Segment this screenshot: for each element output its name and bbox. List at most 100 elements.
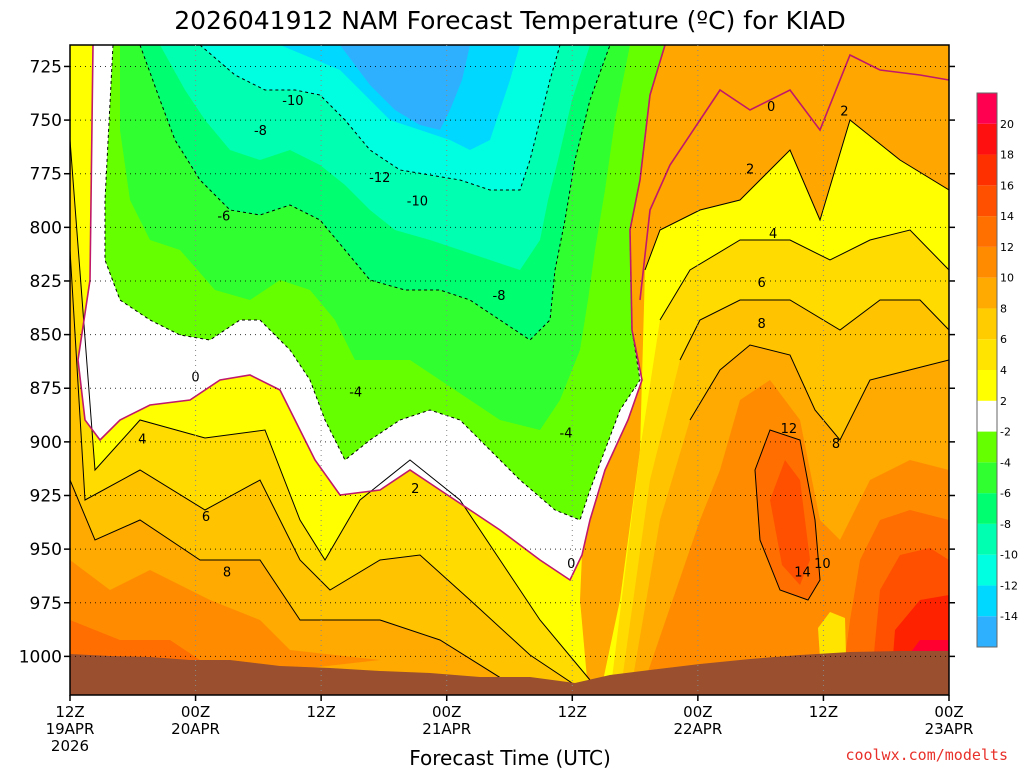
x-tick-label: 12Z xyxy=(306,703,335,721)
y-tick-label: 925 xyxy=(30,486,62,506)
colorbar-swatch xyxy=(977,616,997,647)
colorbar-swatch xyxy=(977,246,997,278)
colorbar-swatch xyxy=(977,123,997,155)
colorbar-swatch xyxy=(977,185,997,217)
y-tick-label: 775 xyxy=(30,165,62,185)
region-below-minus14 xyxy=(340,45,470,130)
colorbar-swatch xyxy=(977,554,997,586)
contour-label: 4 xyxy=(138,433,146,448)
colorbar-tick-label: 14 xyxy=(1000,210,1014,223)
contour-label: 2 xyxy=(411,482,419,497)
ground-terrain xyxy=(70,651,949,695)
colorbar-tick-label: 6 xyxy=(1000,333,1007,346)
contour-label: 0 xyxy=(567,557,575,572)
x-tick-label: 12Z xyxy=(809,703,838,721)
contour-label: 8 xyxy=(832,437,840,452)
contour-label: -12 xyxy=(369,171,390,186)
x-tick-label: 00Z xyxy=(934,703,963,721)
colorbar-swatch xyxy=(977,308,997,340)
contour-label: 0 xyxy=(767,100,775,115)
plot-frame xyxy=(69,44,950,696)
contour-lines xyxy=(70,45,949,695)
colorbar-swatch xyxy=(977,585,997,617)
colorbar-tick-label: 20 xyxy=(1000,118,1014,131)
x-tick-label: 20APR xyxy=(171,720,220,738)
colorbar-tick-label: -2 xyxy=(1000,426,1011,439)
contour-label: -10 xyxy=(407,195,428,210)
x-tick-label: 2026 xyxy=(51,737,89,755)
contour-label: 4 xyxy=(769,227,777,242)
colorbar-swatch xyxy=(977,431,997,463)
y-tick-label: 825 xyxy=(30,272,62,292)
contour-label: 10 xyxy=(814,557,831,572)
contour-label: 8 xyxy=(758,317,766,332)
colorbar-tick-label: -12 xyxy=(1000,579,1018,592)
colorbar-swatch xyxy=(977,277,997,309)
contour-label: 8 xyxy=(223,566,231,581)
chart-title: 2026041912 NAM Forecast Temperature (ºC)… xyxy=(174,6,846,35)
colorbar-tick-label: -6 xyxy=(1000,487,1011,500)
colorbar-tick-label: -4 xyxy=(1000,456,1011,469)
contour-label: -8 xyxy=(493,289,506,304)
colorbar-swatch xyxy=(977,523,997,555)
colorbar-tick-label: -8 xyxy=(1000,518,1011,531)
colorbar-swatch xyxy=(977,462,997,494)
contour-label: 14 xyxy=(794,566,811,581)
y-tick-label: 800 xyxy=(30,218,62,238)
y-tick-label: 975 xyxy=(30,594,62,614)
colorbar-tick-label: -14 xyxy=(1000,610,1018,623)
colorbar-frame xyxy=(976,92,998,648)
region-right-14 xyxy=(770,460,810,585)
x-tick-label: 19APR xyxy=(46,720,95,738)
contour-label: 12 xyxy=(781,422,798,437)
colorbar-swatch xyxy=(977,339,997,370)
plot-area xyxy=(70,45,949,695)
colorbar-swatch xyxy=(977,370,997,401)
colorbar-swatch xyxy=(977,154,997,186)
contour-label: -8 xyxy=(254,124,267,139)
contour-label: -4 xyxy=(349,386,362,401)
y-tick-label: 1000 xyxy=(19,647,62,667)
x-tick-label: 12Z xyxy=(558,703,587,721)
x-tick-label: 12Z xyxy=(55,703,84,721)
colorbar-tick-label: -10 xyxy=(1000,549,1018,562)
y-tick-label: 900 xyxy=(30,433,62,453)
y-tick-label: 950 xyxy=(30,540,62,560)
contour-label: 6 xyxy=(202,510,210,525)
y-tick-label: 725 xyxy=(30,57,62,77)
zero-contour xyxy=(77,45,949,582)
colorbar-tick-label: 10 xyxy=(1000,272,1014,285)
x-tick-label: 23APR xyxy=(925,720,974,738)
contour-label: -10 xyxy=(282,94,303,109)
colorbar-swatch xyxy=(977,400,997,432)
x-axis-label: Forecast Time (UTC) xyxy=(409,746,611,768)
colorbar-swatch xyxy=(977,93,997,124)
colorbar-tick-label: 2 xyxy=(1000,395,1007,408)
region-yellow-pocket xyxy=(818,612,846,658)
gridlines xyxy=(70,45,949,695)
colorbar-tick-label: 16 xyxy=(1000,179,1014,192)
contour-label: -6 xyxy=(217,210,230,225)
x-tick-label: 00Z xyxy=(432,703,461,721)
colorbar-tick-label: 18 xyxy=(1000,149,1014,162)
x-tick-label: 21APR xyxy=(422,720,471,738)
colorbar-tick-label: 8 xyxy=(1000,302,1007,315)
contour-label: 0 xyxy=(191,371,199,386)
credit-text: coolwx.com/modelts xyxy=(845,746,1008,764)
x-tick-label: 00Z xyxy=(683,703,712,721)
contour-label: 2 xyxy=(746,162,754,177)
y-tick-label: 750 xyxy=(30,111,62,131)
colorbar: -14 -12 -10 -8 -6 -4 -2 2 4 6 8 10 12 14 16 18 20 xyxy=(976,92,1018,648)
colorbar-swatch xyxy=(977,216,997,247)
y-tick-label: 850 xyxy=(30,326,62,346)
x-tick-label: 22APR xyxy=(673,720,722,738)
colorbar-tick-label: 4 xyxy=(1000,364,1007,377)
colorbar-swatch xyxy=(977,493,997,524)
contour-label: 6 xyxy=(758,276,766,291)
colorbar-tick-label: 12 xyxy=(1000,241,1014,254)
y-tick-label: 875 xyxy=(30,379,62,399)
